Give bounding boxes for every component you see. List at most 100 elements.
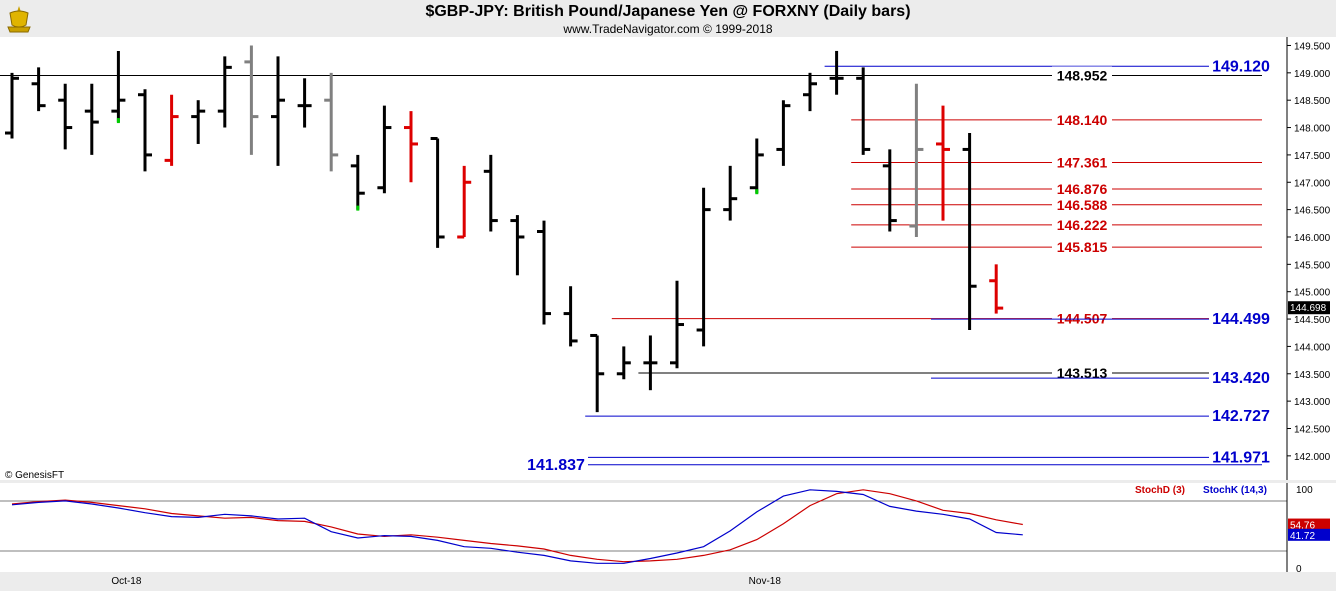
chart-subtitle: www.TradeNavigator.com © 1999-2018: [563, 22, 773, 36]
ohlc-bar: [510, 215, 525, 276]
ohlc-bar: [84, 83, 99, 155]
ohlc-bar: [537, 220, 551, 325]
ohlc-bars: [5, 45, 1004, 413]
price-tick-label: 149.000: [1294, 69, 1331, 80]
ohlc-bar: [590, 333, 605, 413]
level-label: 143.513: [1057, 365, 1108, 381]
level-label: 146.588: [1057, 197, 1108, 213]
ohlc-bar: [803, 72, 817, 112]
date-axis-labels: Oct-18 Nov-18: [111, 576, 781, 587]
ohlc-bar: [430, 136, 445, 248]
ohlc-bar: [58, 83, 73, 150]
level-label: 148.140: [1057, 112, 1108, 128]
ohlc-bar: [483, 154, 498, 232]
level-label: 147.361: [1057, 155, 1108, 171]
level-label-bg: [1052, 180, 1112, 198]
level-label: 142.727: [1212, 408, 1270, 425]
stoch-tick-label: 0: [1296, 564, 1302, 575]
price-tick-label: 148.500: [1294, 96, 1331, 107]
level-label: 141.837: [527, 457, 585, 474]
ohlc-bar: [404, 111, 418, 183]
price-tick-label: 143.000: [1294, 397, 1331, 408]
ohlc-bar: [749, 138, 764, 195]
last-price-box: [1288, 301, 1330, 315]
ohlc-bar: [856, 67, 871, 155]
ohlc-bar: [776, 100, 791, 166]
ohlc-bar: [457, 165, 472, 239]
price-tick-label: 147.000: [1294, 178, 1331, 189]
level-label-bg: [1209, 407, 1273, 425]
ohlc-bar: [962, 133, 977, 330]
level-label-bg: [1052, 238, 1112, 256]
chart-title: $GBP-JPY: British Pound/Japanese Yen @ F…: [425, 3, 911, 20]
stoch-last-label: 41.72: [1290, 531, 1315, 542]
price-tick-label: 146.000: [1294, 233, 1331, 244]
signal-mark: [116, 118, 120, 124]
ohlc-bar: [377, 105, 392, 194]
price-axis-panel: [1287, 37, 1336, 480]
stoch-line: [11, 489, 1023, 564]
level-label: 146.222: [1057, 217, 1108, 233]
level-label: 143.420: [1212, 370, 1270, 387]
ohlc-bar: [563, 286, 578, 347]
ohlc-bar: [111, 50, 126, 124]
level-label: 146.876: [1057, 181, 1108, 197]
signal-mark: [356, 205, 360, 211]
date-label: Nov-18: [749, 576, 782, 587]
ohlc-bar: [244, 45, 259, 155]
level-label-bg: [1209, 448, 1273, 466]
ohlc-bar: [31, 67, 46, 112]
level-label-bg: [1052, 153, 1112, 171]
signal-mark: [755, 189, 759, 195]
level-label-bg: [1052, 66, 1112, 84]
watermark: © GenesisFT: [5, 470, 64, 481]
ohlc-bar: [350, 154, 365, 211]
level-label-bg: [1209, 310, 1273, 328]
level-label-bg: [1209, 57, 1273, 75]
price-tick-label: 146.500: [1294, 206, 1331, 217]
ohlc-bar: [138, 89, 152, 172]
stoch-last-label: 54.76: [1290, 521, 1315, 532]
level-label-bg: [1209, 369, 1273, 387]
price-tick-label: 142.500: [1294, 424, 1331, 435]
stoch-last-box: [1288, 528, 1330, 541]
price-tick-label: 144.000: [1294, 342, 1331, 353]
ohlc-bar: [324, 72, 339, 172]
ohlc-bar: [909, 83, 924, 237]
level-label-bg: [1052, 110, 1112, 128]
ohlc-bar: [271, 56, 285, 166]
price-tick-label: 148.000: [1294, 124, 1331, 135]
stoch-panel: [0, 483, 1287, 572]
date-label: Oct-18: [111, 576, 141, 587]
ohlc-bar: [643, 335, 658, 391]
ohlc-bar: [670, 280, 684, 369]
stoch-tick-label: 100: [1296, 485, 1313, 496]
ohlc-bar: [164, 94, 179, 166]
level-label: 148.952: [1057, 67, 1108, 83]
ohlc-bar: [297, 78, 312, 128]
ohlc-bar: [217, 56, 232, 128]
stoch-legend-label: StochK (14,3): [1203, 485, 1267, 496]
support-resistance-levels: 149.120 148.952 148.140 147.361 146.876146.5…: [0, 57, 1273, 474]
ohlc-bar: [723, 165, 738, 221]
genesis-logo-icon: [7, 6, 31, 33]
price-tick-label: 145.500: [1294, 260, 1331, 271]
level-label-bg: [1052, 195, 1112, 213]
price-tick-label: 147.500: [1294, 151, 1331, 162]
stoch-last-box: [1288, 518, 1330, 531]
ohlc-bar: [829, 50, 844, 95]
ohlc-bar: [191, 100, 206, 144]
stoch-legend-label: StochD (3): [1135, 485, 1185, 496]
level-label: 149.120: [1212, 58, 1270, 75]
price-tick-label: 142.000: [1294, 452, 1331, 463]
level-label-bg: [524, 455, 588, 473]
price-tick-labels: 149.500 149.000 148.500 148.000 147.500 147.0…: [1287, 41, 1331, 463]
price-tick-label: 149.500: [1294, 41, 1331, 52]
ohlc-bar: [696, 187, 711, 347]
price-tick-label: 144.500: [1294, 315, 1331, 326]
ohlc-bar: [989, 264, 1004, 314]
ohlc-bar: [882, 149, 897, 232]
level-label: 141.971: [1212, 449, 1270, 466]
ohlc-bar: [5, 72, 19, 139]
